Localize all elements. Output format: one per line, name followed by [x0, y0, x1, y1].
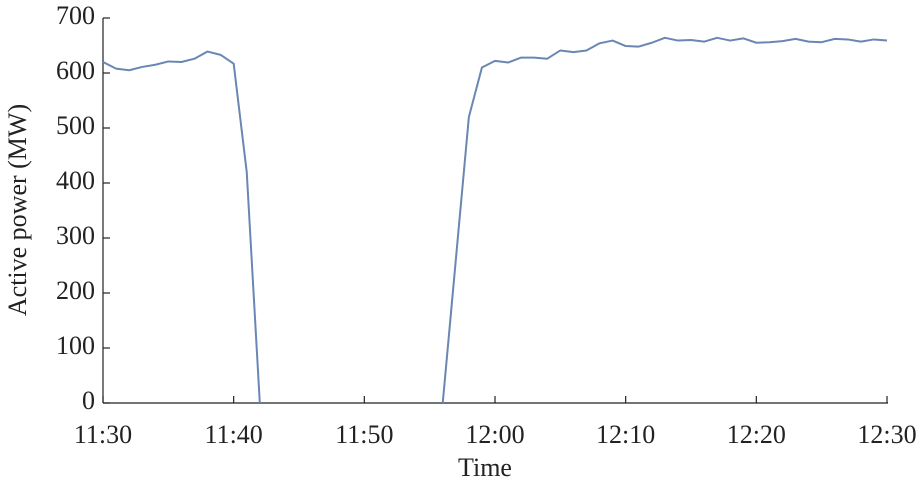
x-tick-label: 12:20: [727, 420, 786, 449]
y-tick-label: 0: [82, 386, 95, 415]
line: [102, 36, 888, 404]
y-tick-label: 500: [56, 111, 95, 140]
y-tick-label: 700: [56, 1, 95, 30]
y-tick-label: 200: [56, 276, 95, 305]
y-tick-label: 400: [56, 166, 95, 195]
x-tick-label: 11:30: [74, 420, 132, 449]
x-axis-label: Time: [458, 453, 512, 482]
y-tick-label: 600: [56, 56, 95, 85]
y-tick-label: 300: [56, 221, 95, 250]
x-tick-label: 12:10: [596, 420, 655, 449]
x-tick-label: 12:00: [465, 420, 524, 449]
x-tick-label: 11:40: [205, 420, 263, 449]
x-tick-label: 11:50: [335, 420, 393, 449]
x-tick-label: 12:30: [857, 420, 916, 449]
y-axis-label: Active power (MW): [3, 104, 32, 316]
y-tick-label: 100: [56, 331, 95, 360]
